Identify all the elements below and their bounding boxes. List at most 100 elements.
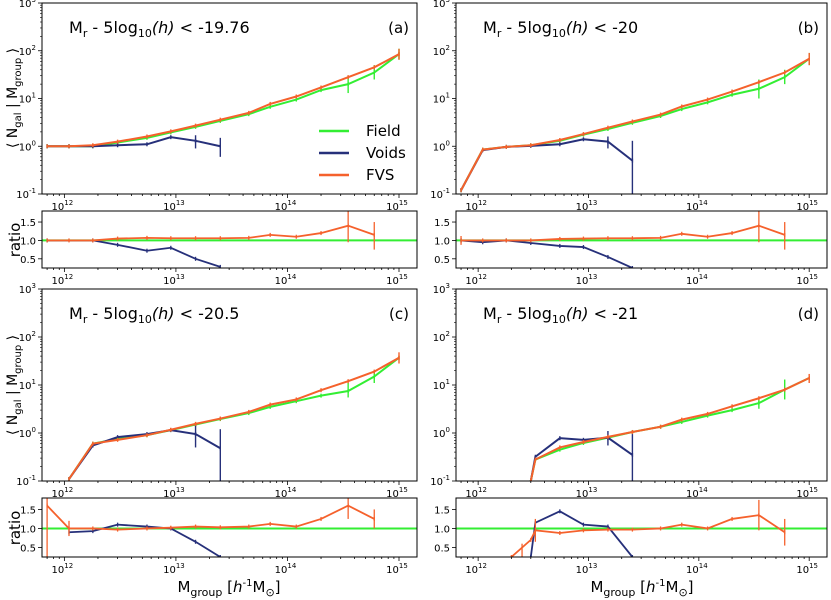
- label-part: r: [497, 27, 502, 40]
- y-tick-label: 10-1: [16, 474, 36, 488]
- ratio-y-tick-label: 0.5: [20, 255, 36, 266]
- label-part: (h): [566, 18, 589, 37]
- legend-label-fvs: FVS: [366, 166, 394, 184]
- legend: Field Voids FVS: [319, 122, 406, 184]
- x-tick-label: 1012: [465, 562, 487, 576]
- label-part: ⊙: [678, 586, 687, 599]
- main-frame: [41, 2, 418, 195]
- panel-letter: (d): [798, 305, 819, 323]
- x-tick-label: 1014: [275, 273, 297, 287]
- panel-title: Mr - 5log10(h) < -20.5: [69, 304, 239, 326]
- label-part: group: [13, 345, 24, 374]
- y-axis-label: ⟨ Ngal | Mgroup ⟩: [5, 48, 24, 148]
- label-part: ]: [275, 578, 281, 596]
- label-part: - 5log: [501, 18, 552, 37]
- label-part: M: [590, 578, 603, 596]
- label-part: M: [177, 578, 190, 596]
- y-tick-label: 103: [433, 0, 450, 10]
- main-data: [46, 48, 400, 157]
- ratio-y-tick-label: 1.0: [20, 236, 36, 247]
- panel-letter: (a): [388, 19, 409, 37]
- y-tick-label: 102: [433, 44, 450, 58]
- ratio-y-tick-label: 1.5: [434, 218, 450, 229]
- ratio-axes: 0.5 1.0 1.5: [434, 505, 456, 554]
- panel-d: 1012101210131013101410141015101510-11001…: [430, 282, 828, 576]
- label-part: - 5log: [501, 304, 552, 323]
- y-tick-label: 101: [19, 378, 36, 392]
- label-part: | M: [5, 87, 21, 113]
- x-axis-label: Mgroup [h-1M⊙]: [177, 578, 280, 599]
- label-part: group: [13, 58, 24, 87]
- ratio-y-tick-label: 1.0: [20, 524, 36, 535]
- label-part: gal: [13, 113, 24, 128]
- x-tick-label: 1014: [275, 562, 297, 576]
- y-tick-label: 100: [19, 426, 36, 440]
- x-tick-label: 1014: [686, 562, 708, 576]
- y-tick-label: 100: [19, 139, 36, 153]
- ratio-axes: 0.5 1.0 1.5: [434, 218, 456, 266]
- ratio-y-tick-label: 0.5: [20, 543, 36, 554]
- label-part: group: [190, 586, 222, 599]
- label-part: -1: [243, 578, 253, 589]
- label-part: < -21: [588, 304, 638, 323]
- panel-letter: (c): [389, 305, 409, 323]
- y-tick-label: 10-1: [430, 187, 450, 201]
- ratio-frame: [455, 497, 828, 558]
- ratio-axis-label: ratio: [6, 223, 24, 258]
- ratio-data: [456, 499, 827, 557]
- y-tick-label: 101: [433, 92, 450, 106]
- label-part: [: [222, 578, 233, 596]
- label-part: 10: [552, 27, 566, 40]
- ratio_fvs-line: [510, 514, 786, 557]
- label-part: - 5log: [87, 18, 138, 37]
- x-tick-label: 1013: [576, 562, 598, 576]
- label-part: M: [253, 578, 266, 596]
- label-part: ⟨ N: [5, 415, 21, 435]
- panel-letter: (b): [798, 19, 819, 37]
- x-tick-label: 1013: [163, 562, 185, 576]
- x-tick-label: 1012: [52, 273, 74, 287]
- panel-title: Mr - 5log10(h) < -19.76: [69, 18, 250, 40]
- label-part: M: [483, 18, 497, 37]
- main-axes: 1012101210131013101410141015101510-11001…: [430, 0, 818, 287]
- label-part: - 5log: [87, 304, 138, 323]
- ratio-axis-label: ratio: [6, 511, 24, 546]
- panel-c: 1012101210131013101410141015101510-11001…: [16, 282, 418, 576]
- label-part: < -20: [588, 18, 638, 37]
- label-part: < -20.5: [174, 304, 239, 323]
- label-part: h: [233, 578, 243, 596]
- ratio-y-tick-label: 1.5: [20, 218, 36, 229]
- label-part: (h): [566, 304, 589, 323]
- panel-b: 1012101210131013101410141015101510-11001…: [430, 0, 828, 287]
- label-part: ⟩: [5, 48, 21, 58]
- ratio_voids-line: [68, 523, 221, 557]
- y-axis-label: ⟨ Ngal | Mgroup ⟩: [5, 335, 24, 435]
- label-part: ]: [688, 578, 694, 596]
- legend-label-voids: Voids: [366, 144, 406, 162]
- y-tick-label: 101: [19, 92, 36, 106]
- main-frame: [41, 288, 418, 482]
- ratio-y-tick-label: 1.5: [434, 505, 450, 516]
- label-part: -1: [656, 578, 666, 589]
- y-tick-label: 10-1: [430, 474, 450, 488]
- label-part: (h): [152, 18, 175, 37]
- ratio-frame: [41, 210, 418, 269]
- y-tick-label: 100: [433, 139, 450, 153]
- label-part: gal: [13, 400, 24, 415]
- y-tick-label: 102: [19, 330, 36, 344]
- x-tick-label: 1015: [796, 273, 818, 287]
- main-data: [68, 352, 400, 481]
- field-series-line: [68, 356, 400, 480]
- field-series-line: [460, 57, 810, 191]
- y-tick-label: 103: [19, 282, 36, 296]
- main-data: [529, 373, 810, 481]
- label-part: ⟩: [5, 335, 21, 345]
- panel-title: Mr - 5log10(h) < -20: [483, 18, 638, 40]
- ratio_voids-line: [460, 239, 633, 268]
- ratio-frame: [455, 210, 828, 269]
- x-tick-label: 1012: [52, 562, 74, 576]
- y-tick-label: 102: [433, 330, 450, 344]
- ratio-data: [42, 211, 417, 268]
- label-part: M: [483, 304, 497, 323]
